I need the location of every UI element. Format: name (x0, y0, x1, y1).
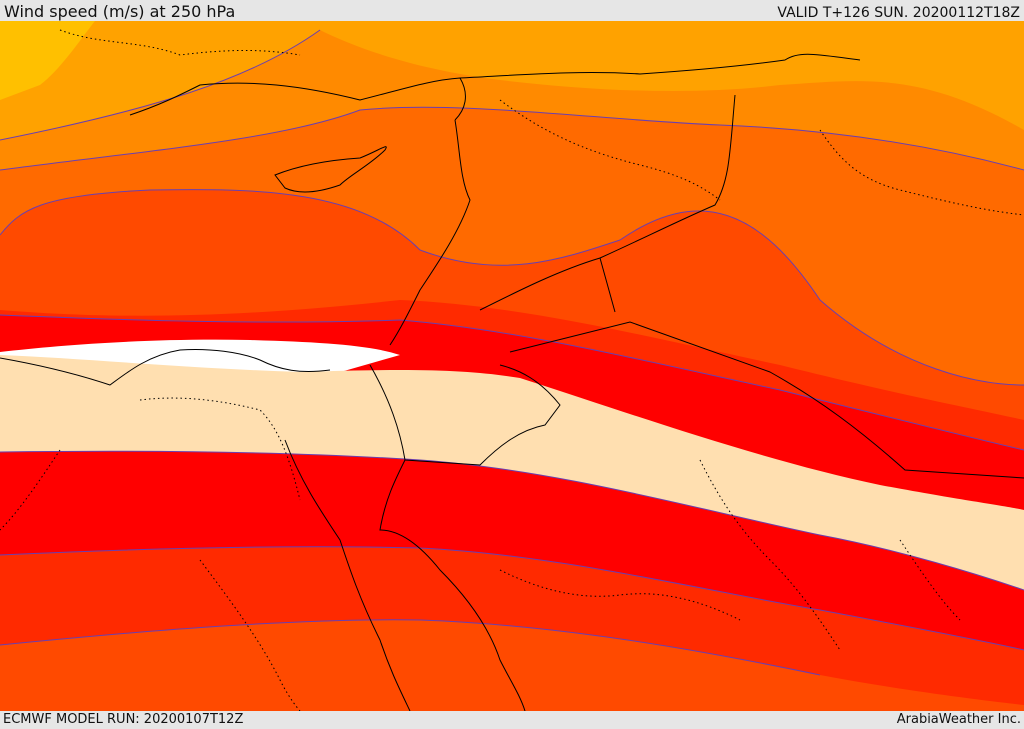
coastlines (0, 53, 1024, 711)
band-orange-yellow-corner (0, 21, 95, 100)
band-red-orange-lower (0, 619, 1024, 711)
wind-speed-map (0, 21, 1024, 711)
map-header: Wind speed (m/s) at 250 hPa VALID T+126 … (0, 0, 1024, 21)
map-footer: ECMWF MODEL RUN: 20200107T12Z ArabiaWeat… (0, 711, 1024, 729)
credit: ArabiaWeather Inc. (896, 712, 1021, 727)
model-run: ECMWF MODEL RUN: 20200107T12Z (3, 712, 244, 727)
band-weak (0, 355, 1024, 590)
map-title: Wind speed (m/s) at 250 hPa (4, 2, 236, 21)
valid-time: VALID T+126 SUN. 20200112T18Z (777, 5, 1020, 21)
internal-borders (0, 29, 1024, 711)
contour-lines (0, 29, 1024, 676)
map-canvas (0, 21, 1024, 711)
